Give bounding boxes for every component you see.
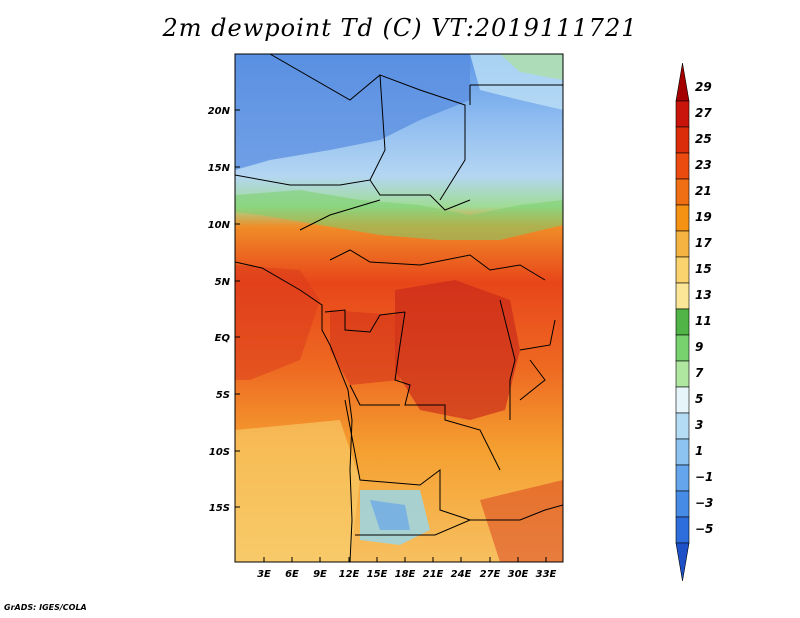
colorbar-label: 25 xyxy=(695,132,712,146)
lat-label-5n: 5N xyxy=(215,277,231,288)
country-borders xyxy=(235,54,563,562)
dewpoint-field xyxy=(235,54,563,562)
lat-label-15n: 15N xyxy=(208,163,231,174)
lon-label-18e: 18E xyxy=(395,569,416,580)
colorbar-label: 29 xyxy=(695,80,712,94)
colorbar-swatch xyxy=(675,334,690,362)
lat-label-15s: 15S xyxy=(209,503,230,514)
lon-label-24e: 24E xyxy=(451,569,472,580)
lon-label-15e: 15E xyxy=(367,569,388,580)
colorbar-swatch xyxy=(675,542,690,582)
lat-label-20n: 20N xyxy=(208,106,231,117)
colorbar-swatch xyxy=(675,282,690,310)
colorbar-swatch xyxy=(675,256,690,284)
colorbar-swatch xyxy=(675,308,690,336)
colorbar-swatch xyxy=(675,178,690,206)
colorbar-label: 21 xyxy=(695,184,712,198)
colorbar-label: 15 xyxy=(695,262,712,276)
longitude-axis: 3E 6E 9E 12E 15E 18E 21E 24E 27E 30E 33E xyxy=(257,557,557,580)
colorbar-label: 19 xyxy=(695,210,712,224)
colorbar-label: 5 xyxy=(695,392,703,406)
colorbar-swatch xyxy=(675,490,690,518)
colorbar-swatch xyxy=(675,438,690,466)
map-title: 2m dewpoint Td (C) VT:2019111721 xyxy=(162,14,638,42)
lon-label-3e: 3E xyxy=(257,569,271,580)
colorbar-label: 1 xyxy=(695,444,703,458)
colorbar: 29 27 25 23 21 19 17 15 13 11 9 7 5 3 1 −1 −3 −5 xyxy=(675,62,713,582)
colorbar-label: 9 xyxy=(695,340,703,354)
colorbar-swatch xyxy=(675,230,690,258)
colorbar-label: 27 xyxy=(695,106,712,120)
lon-label-30e: 30E xyxy=(508,569,529,580)
lat-label-10s: 10S xyxy=(209,447,230,458)
colorbar-label: −3 xyxy=(695,496,713,510)
latitude-axis: 20N 15N 10N 5N EQ 5S 10S 15S xyxy=(208,106,240,514)
lat-label-10n: 10N xyxy=(208,220,231,231)
colorbar-label: 23 xyxy=(695,158,712,172)
colorbar-swatch xyxy=(675,152,690,180)
colorbar-label: 17 xyxy=(695,236,712,250)
colorbar-swatch xyxy=(675,204,690,232)
colorbar-label: 13 xyxy=(695,288,712,302)
colorbar-swatch xyxy=(675,412,690,440)
map-frame xyxy=(234,53,564,563)
lon-label-12e: 12E xyxy=(339,569,360,580)
colorbar-swatch xyxy=(675,464,690,492)
lon-label-21e: 21E xyxy=(423,569,444,580)
lon-label-9e: 9E xyxy=(313,569,327,580)
lon-label-27e: 27E xyxy=(480,569,501,580)
lat-label-5s: 5S xyxy=(216,390,230,401)
colorbar-label: 7 xyxy=(695,366,704,380)
colorbar-label: 3 xyxy=(695,418,703,432)
lon-label-33e: 33E xyxy=(536,569,557,580)
colorbar-swatch xyxy=(675,100,690,128)
grads-credit: GrADS: IGES/COLA xyxy=(4,603,87,612)
lat-label-eq: EQ xyxy=(215,333,231,344)
colorbar-swatch xyxy=(675,126,690,154)
colorbar-label: −1 xyxy=(695,470,713,484)
colorbar-swatch xyxy=(675,360,690,388)
colorbar-swatch xyxy=(675,516,690,544)
colorbar-swatch xyxy=(675,386,690,414)
colorbar-label: 11 xyxy=(695,314,712,328)
colorbar-label: −5 xyxy=(695,522,713,536)
lon-label-6e: 6E xyxy=(285,569,299,580)
colorbar-swatch xyxy=(675,62,690,102)
